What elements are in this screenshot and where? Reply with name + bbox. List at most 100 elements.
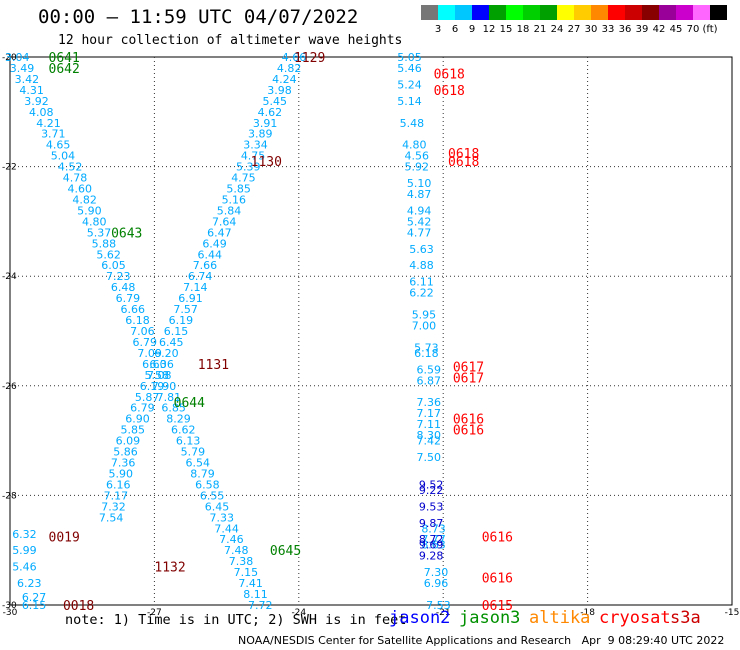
color-scale-label: 18: [516, 24, 530, 35]
pass-time-label: 0615: [482, 599, 513, 614]
wave-height-value: 7.44: [214, 522, 239, 535]
wave-height-value: 7.17: [417, 407, 442, 420]
wave-height-value: 6.19: [169, 314, 194, 327]
wave-height-value: 6.62: [171, 424, 196, 437]
pass-time-label: 1130: [251, 155, 282, 170]
wave-height-value: 7.30: [424, 566, 449, 579]
pass-time-label: 0644: [174, 396, 205, 411]
wave-height-value: 7.48: [224, 544, 249, 557]
satellite-name-jason3: jason3: [459, 608, 521, 628]
pass-time-label: 0616: [453, 413, 484, 428]
satellite-name-s3a: s3a: [670, 608, 701, 628]
color-scale-label: 12: [482, 24, 496, 35]
x-tick-label: -30: [3, 608, 18, 618]
pass-time-label: 0616: [482, 531, 513, 546]
pass-time-label: 0641: [49, 51, 80, 66]
wave-height-value: 7.46: [219, 533, 244, 546]
wave-height-value: 8.73: [421, 522, 446, 535]
wave-height-value: 6.27: [22, 591, 47, 604]
pass-time-label: 0643: [111, 226, 142, 241]
color-swatch: [421, 5, 438, 20]
wave-height-value: 3.34: [243, 139, 268, 152]
wave-height-value: 9.22: [419, 484, 444, 497]
wave-height-value: 6.15: [22, 599, 47, 612]
color-swatch: [540, 5, 557, 20]
satellite-name-altika: altika: [529, 608, 591, 628]
wave-height-value: 5.79: [181, 446, 206, 459]
color-swatch: [608, 5, 625, 20]
wave-height-value: 5.48: [400, 117, 425, 130]
color-swatch: [489, 5, 506, 20]
pass-time-label: 0618: [434, 84, 465, 99]
wave-height-value: 8.72: [419, 533, 444, 546]
wave-height-value: 4.82: [277, 62, 302, 75]
wave-height-value: 6.16: [106, 478, 131, 491]
pass-time-label: 0618: [434, 67, 465, 82]
satellite-name-jason2: jason2: [389, 608, 451, 628]
wave-height-value: 3.04: [5, 51, 30, 64]
wave-height-value: 4.75: [241, 150, 266, 163]
color-scale-label: 15: [499, 24, 513, 35]
wave-height-value: 4.56: [404, 150, 429, 163]
color-swatch: [438, 5, 455, 20]
wave-height-value: 7.14: [183, 281, 208, 294]
wave-height-value: 4.31: [19, 84, 44, 97]
wave-height-value: 5.88: [92, 237, 117, 250]
wave-height-value: 6.18: [414, 347, 439, 360]
wave-height-value: 5.14: [397, 95, 422, 108]
wave-height-value: 6.47: [207, 226, 232, 239]
wave-height-value: 3.49: [10, 62, 35, 75]
wave-height-value: 4.94: [407, 204, 432, 217]
pass-time-label: 0616: [453, 424, 484, 439]
wave-height-value: 5.63: [409, 243, 434, 256]
wave-height-value: 8.11: [243, 588, 268, 601]
color-swatch: [506, 5, 523, 20]
pass-time-label: 0018: [63, 599, 94, 614]
wave-height-value: 6.59: [417, 363, 442, 376]
wave-height-value: 7.77: [421, 533, 446, 546]
wave-height-value: 7.90: [152, 380, 177, 393]
color-scale-label: 33: [601, 24, 615, 35]
color-swatch: [523, 5, 540, 20]
wave-height-value: 6.96: [424, 577, 449, 590]
wave-height-value: 4.80: [402, 139, 427, 152]
y-tick-label: -26: [2, 382, 17, 392]
wave-height-value: 3.92: [24, 95, 49, 108]
wave-height-value: 5.90: [108, 467, 133, 480]
color-swatch: [625, 5, 642, 20]
wave-height-value: 5.92: [404, 161, 429, 174]
wave-height-value: 5.87: [135, 391, 160, 404]
pass-time-label: 0618: [448, 155, 479, 170]
pass-time-label: 0019: [49, 531, 80, 546]
wave-height-value: 7.09: [137, 347, 162, 360]
wave-height-value: 5.95: [412, 309, 437, 322]
satellite-name-cryosat: cryosat: [599, 608, 671, 628]
wave-height-value: 3.71: [41, 128, 66, 141]
wave-height-value: 7.54: [99, 511, 124, 524]
wave-height-value: 7.08: [147, 369, 172, 382]
color-scale-label: 39: [635, 24, 649, 35]
wave-height-value: 5.39: [236, 161, 261, 174]
wave-height-value: 6.36: [149, 358, 174, 371]
wave-height-value: 5.42: [407, 215, 432, 228]
wave-height-value: 6.79: [130, 402, 155, 415]
wave-height-value: 6.91: [178, 292, 203, 305]
color-scale-label: 24: [550, 24, 564, 35]
wave-height-value: 6.54: [185, 457, 210, 470]
wave-height-value: 6.20: [154, 347, 179, 360]
color-swatch: [574, 5, 591, 20]
wave-height-value: 4.88: [409, 259, 434, 272]
wave-height-value: 5.62: [96, 248, 121, 261]
color-swatch: [455, 5, 472, 20]
wave-height-value: 6.11: [409, 276, 434, 289]
pass-time-label: 0645: [270, 544, 301, 559]
wave-height-value: 4.21: [36, 117, 61, 130]
page-subtitle: 12 hour collection of altimeter wave hei…: [58, 33, 403, 48]
y-tick-label: -20: [2, 53, 17, 63]
wave-height-value: 6.87: [417, 374, 442, 387]
wave-height-value: 5.73: [414, 341, 439, 354]
wave-height-value: 3.91: [253, 117, 278, 130]
wave-height-value: 9.52: [419, 478, 444, 491]
wave-height-value: 6.90: [125, 413, 150, 426]
wave-height-value: 5.10: [407, 177, 432, 190]
